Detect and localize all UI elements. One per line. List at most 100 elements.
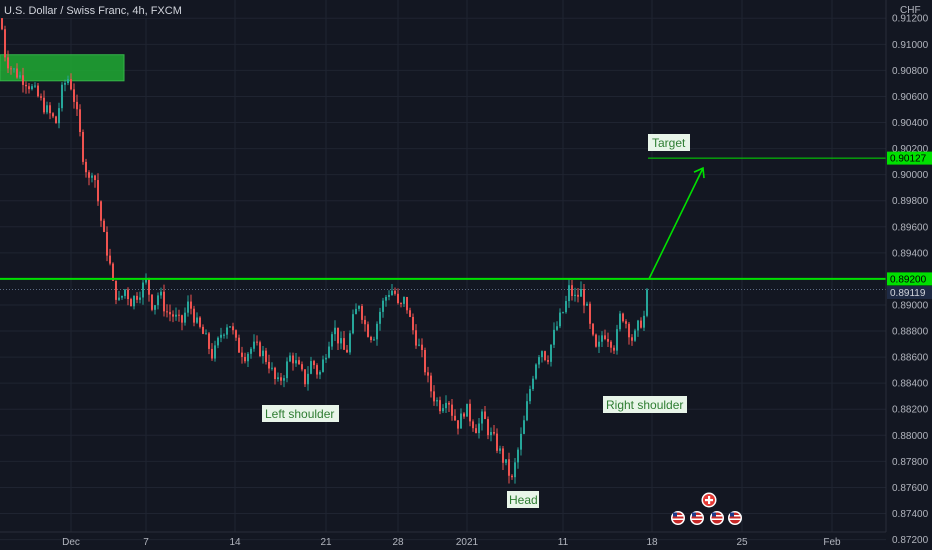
- candle: [82, 129, 84, 165]
- candle: [103, 218, 105, 233]
- candle: [250, 346, 252, 359]
- price-tick: 0.87800: [892, 457, 929, 468]
- us-flag-icon[interactable]: [710, 511, 724, 525]
- candle: [358, 305, 360, 312]
- candle: [430, 372, 432, 398]
- candle: [241, 346, 243, 364]
- candle: [379, 307, 381, 331]
- candle: [211, 343, 213, 361]
- price-tick: 0.87600: [892, 483, 929, 494]
- time-tick: 11: [558, 537, 569, 548]
- candle: [43, 90, 45, 115]
- candle: [88, 170, 90, 186]
- candle: [403, 296, 405, 307]
- candle: [469, 399, 471, 427]
- annotation-right-shoulder: Right shoulder: [603, 396, 687, 413]
- candle: [127, 287, 129, 306]
- candle: [172, 310, 174, 323]
- candle: [481, 409, 483, 431]
- price-tick: 0.88000: [892, 431, 929, 442]
- candle: [526, 393, 528, 422]
- time-tick: 21: [320, 537, 332, 548]
- candle: [46, 101, 48, 115]
- candle: [316, 363, 318, 379]
- candle: [217, 336, 219, 349]
- candle: [445, 395, 447, 414]
- candle: [100, 200, 102, 227]
- candle: [418, 338, 420, 347]
- candle: [346, 344, 348, 353]
- time-tick: 28: [392, 537, 404, 548]
- candle: [61, 82, 63, 112]
- candle: [478, 418, 480, 439]
- price-tick: 0.90000: [892, 170, 929, 181]
- candle: [511, 474, 513, 480]
- candle: [16, 63, 18, 79]
- swiss-flag-icon[interactable]: [701, 492, 717, 508]
- time-tick: Feb: [823, 537, 841, 548]
- candle: [118, 291, 120, 302]
- candle: [484, 405, 486, 420]
- price-label-target: 0.90127: [887, 151, 932, 165]
- candle: [58, 102, 60, 129]
- candle: [394, 287, 396, 296]
- economic-events[interactable]: [671, 492, 742, 526]
- candle: [559, 308, 561, 329]
- candle: [397, 288, 399, 305]
- price-label-current-text: 0.89119: [890, 288, 926, 299]
- candle: [424, 347, 426, 376]
- candle: [22, 67, 24, 93]
- candle: [226, 324, 228, 339]
- candle: [265, 347, 267, 365]
- candle: [148, 277, 150, 302]
- candle: [439, 396, 441, 415]
- candle: [253, 334, 255, 352]
- candle: [313, 359, 315, 369]
- candle: [238, 334, 240, 353]
- candle: [574, 287, 576, 302]
- candle: [337, 327, 339, 350]
- candle: [364, 315, 366, 332]
- time-axis[interactable]: Dec 7 14 21 28 2021 11 18 25 Feb: [0, 531, 886, 548]
- candle: [283, 375, 285, 388]
- candle: [286, 357, 288, 383]
- candle: [409, 307, 411, 318]
- candle: [388, 290, 390, 301]
- candle: [463, 412, 465, 419]
- candle: [268, 354, 270, 374]
- candle: [343, 330, 345, 350]
- candle: [361, 304, 363, 324]
- candle: [73, 83, 75, 109]
- candle: [382, 297, 384, 318]
- candle: [475, 424, 477, 434]
- candle: [466, 403, 468, 417]
- candle: [181, 314, 183, 331]
- price-tick: 0.88400: [892, 379, 929, 390]
- candle: [289, 352, 291, 363]
- us-flag-icon[interactable]: [728, 511, 742, 525]
- candle: [91, 172, 93, 183]
- us-flag-icon[interactable]: [671, 511, 685, 525]
- price-tick: 0.88600: [892, 353, 929, 364]
- price-tick: 0.90600: [892, 92, 929, 103]
- candle: [643, 310, 645, 332]
- price-axis[interactable]: CHF 0.91200 0.91000 0.90800 0.90600 0.90400 0…: [885, 0, 932, 546]
- annotation-head: Head: [507, 491, 539, 508]
- resistance-zone: [0, 54, 125, 82]
- price-label-neckline-text: 0.89200: [890, 274, 927, 285]
- candle: [370, 335, 372, 343]
- candle: [76, 94, 78, 117]
- candle: [538, 354, 540, 369]
- candle: [532, 375, 534, 392]
- price-tick: 0.91000: [892, 40, 929, 51]
- price-tick: 0.89600: [892, 222, 929, 233]
- candle: [499, 445, 501, 454]
- candle: [598, 335, 600, 353]
- candle: [121, 295, 123, 300]
- candle: [352, 309, 354, 335]
- us-flag-icon[interactable]: [690, 511, 704, 525]
- candle: [400, 302, 402, 308]
- candle: [457, 420, 459, 435]
- candle: [421, 338, 423, 358]
